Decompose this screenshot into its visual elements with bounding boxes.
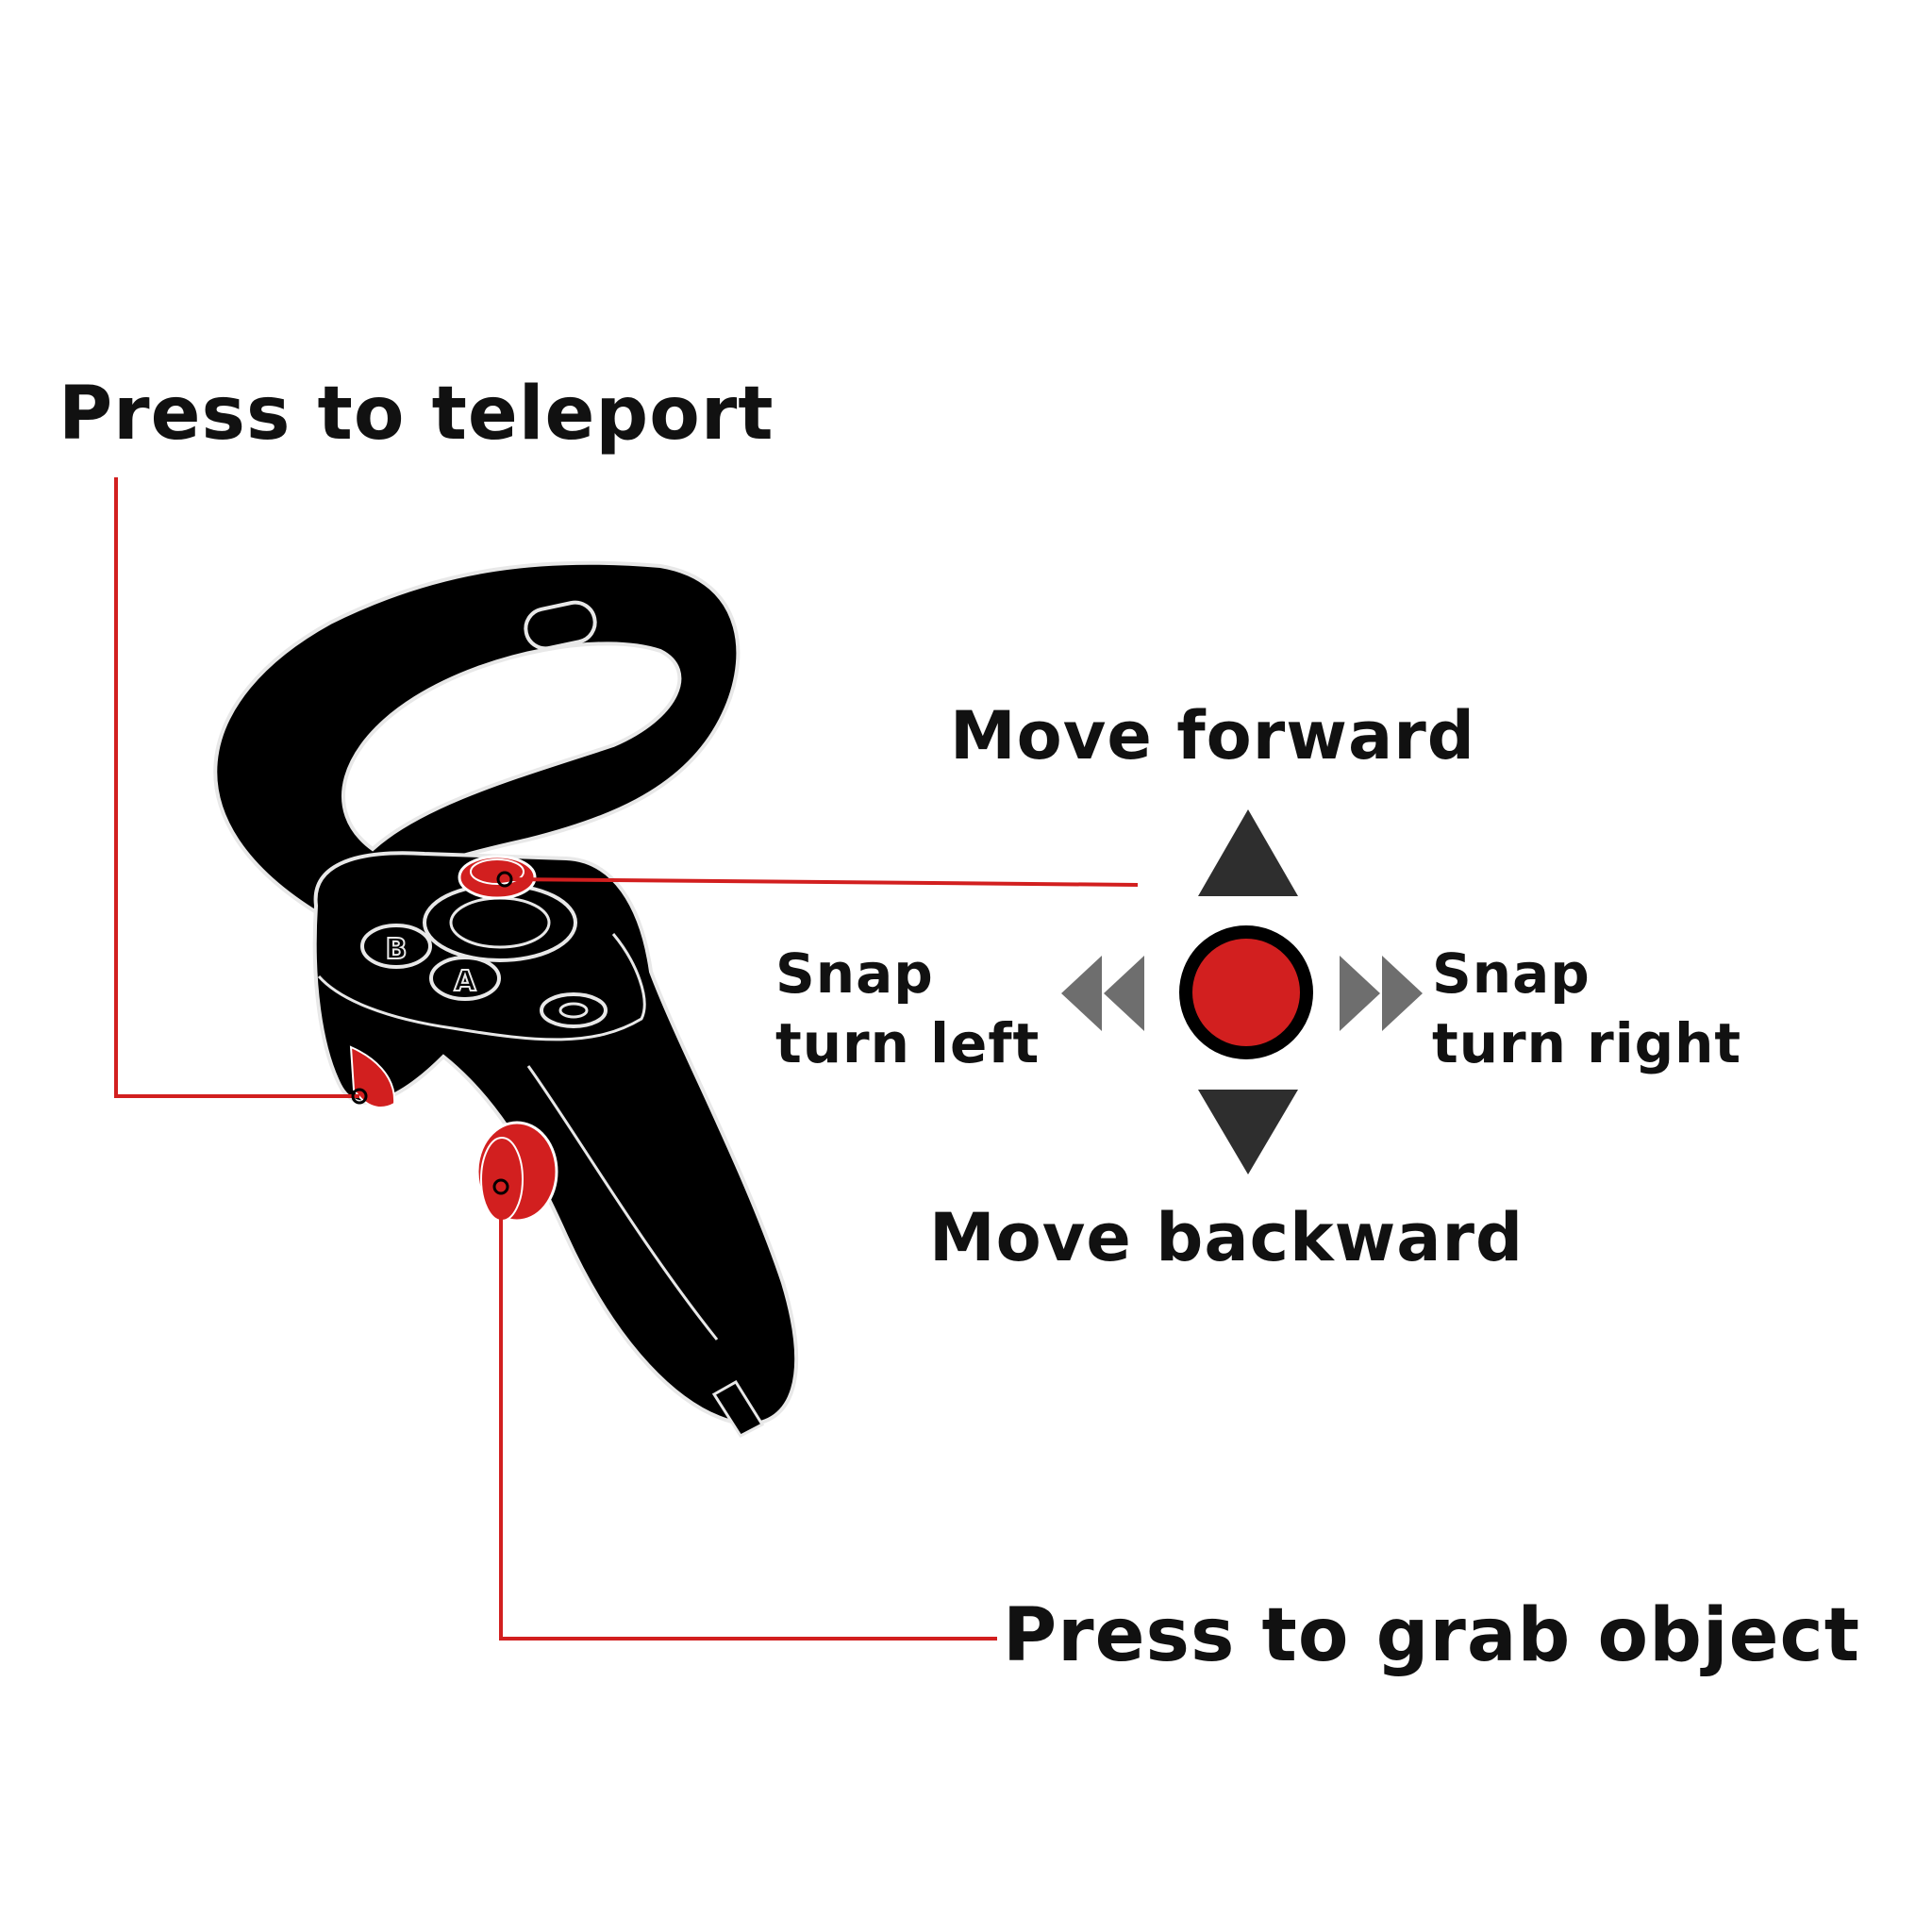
- snap-right-line-2: turn right: [1432, 1011, 1742, 1075]
- snap-left-line-1: Snap: [775, 941, 934, 1006]
- move-backward-label: Move backward: [929, 1199, 1524, 1276]
- triangle-up-icon: [1198, 809, 1298, 896]
- direction-indicator: [1061, 809, 1423, 1174]
- trigger-callout-dot: [351, 1088, 368, 1105]
- tracking-ring: [213, 560, 741, 927]
- teleport-callout-line: [114, 477, 359, 1098]
- move-forward-label: Move forward: [950, 697, 1475, 774]
- grip-callout-dot: [492, 1178, 509, 1195]
- b-button[interactable]: [360, 924, 432, 969]
- callout-dots: [351, 871, 513, 1195]
- vr-controller-icon: B A: [213, 560, 799, 1438]
- menu-button[interactable]: [540, 992, 608, 1028]
- double-chevron-right-icon: [1340, 956, 1423, 1031]
- b-button-label: B: [386, 933, 408, 966]
- triangle-down-icon: [1198, 1090, 1298, 1174]
- snap-right-line-1: Snap: [1432, 941, 1591, 1006]
- thumbstick-callout-line: [504, 877, 1139, 887]
- thumbstick-callout-dot: [496, 871, 513, 888]
- double-chevron-left-icon: [1061, 956, 1144, 1031]
- teleport-label: Press to teleport: [58, 372, 774, 457]
- wrist-strap: [711, 1379, 765, 1438]
- snap-right-label: Snap turn right: [1432, 939, 1741, 1078]
- index-trigger[interactable]: [349, 1045, 396, 1108]
- oculus-logo-icon: [524, 600, 597, 651]
- snap-left-line-2: turn left: [775, 1011, 1041, 1075]
- a-button-label: A: [454, 965, 476, 998]
- center-stick-icon: [1179, 925, 1313, 1059]
- snap-left-label: Snap turn left: [775, 939, 1040, 1078]
- thumbstick-base-inner: [449, 896, 551, 949]
- a-button[interactable]: [429, 956, 501, 1001]
- face-plate-outline: [317, 933, 646, 1041]
- callout-lines: [114, 477, 1139, 1641]
- grab-callout-line: [499, 1187, 997, 1641]
- grip-outline: [526, 1065, 719, 1341]
- menu-button-icon: [558, 1002, 589, 1019]
- grab-label: Press to grab object: [1003, 1593, 1861, 1678]
